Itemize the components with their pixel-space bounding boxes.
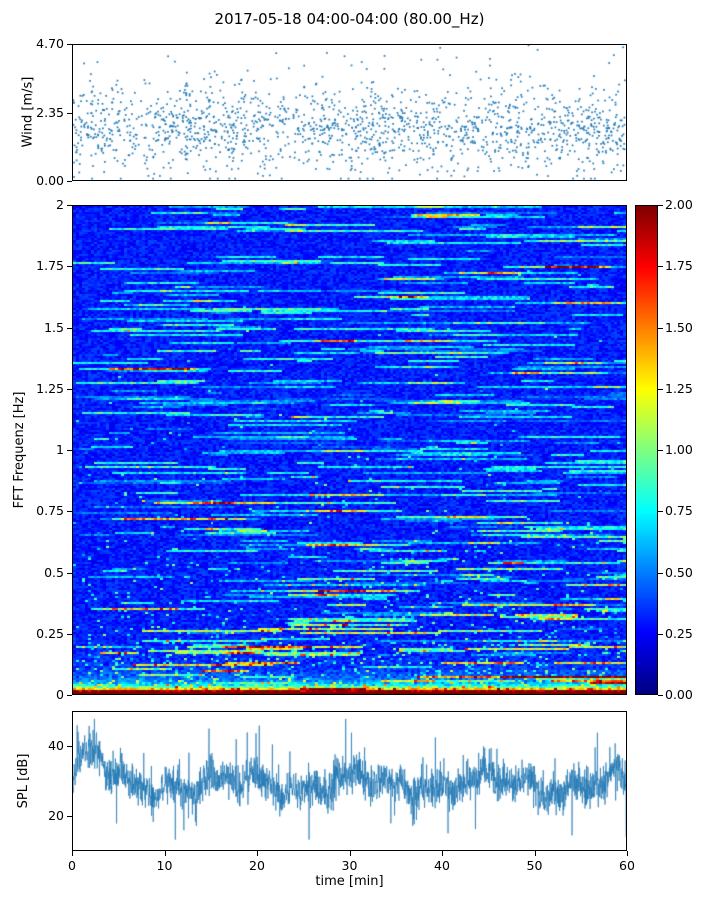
y-tick-label: 0.75 [36,503,64,519]
colorbar-tick-mark [658,573,663,574]
colorbar-tick-label: 0.75 [665,503,693,519]
spl-line-plot [72,711,627,851]
colorbar-canvas [636,206,657,694]
colorbar-tick-label: 2.00 [665,197,693,212]
colorbar-tick-mark [658,205,663,206]
y-tick-label: 1.5 [44,319,64,335]
y-tick-mark [67,634,72,635]
colorbar-tick-label: 0.25 [665,625,693,641]
colorbar-tick-mark [658,511,663,512]
y-tick-label: 1.25 [36,380,64,396]
colorbar-tick-label: 1.50 [665,319,693,335]
x-tick-mark [72,851,73,856]
colorbar-tick-mark [658,634,663,635]
y-tick-label: 0.5 [44,564,64,580]
y-tick-mark [67,573,72,574]
x-tick-mark [442,851,443,856]
x-tick-label: 30 [341,858,358,873]
y-tick-mark [67,44,72,45]
figure-title: 2017-05-18 04:00-04:00 (80.00_Hz) [214,10,485,28]
colorbar-tick-label: 0.50 [665,564,693,580]
x-tick-label: 40 [434,858,450,873]
wind-scatter-plot [72,44,627,181]
x-tick-label: 0 [68,858,76,873]
y-tick-label: 40 [48,738,64,753]
colorbar-tick-mark [658,328,663,329]
y-tick-mark [67,181,72,182]
x-tick-label: 50 [526,858,543,873]
y-tick-label: 0.00 [36,173,64,188]
fft-spectrogram-plot [72,205,627,695]
x-tick-mark [535,851,536,856]
x-axis-label: time [min] [315,874,384,889]
wind-scatter-canvas [73,45,626,180]
colorbar-tick-label: 0.00 [665,687,693,702]
colorbar-tick-label: 1.75 [665,258,693,274]
y-tick-label: 1 [56,442,64,457]
x-tick-label: 20 [249,858,265,873]
spl-y-axis-label: SPL [dB] [16,753,31,809]
y-tick-label: 20 [48,808,64,823]
y-tick-mark [67,450,72,451]
colorbar-tick-label: 1.25 [665,380,693,396]
colorbar-tick-label: 1.00 [665,442,693,457]
y-tick-label: 2.35 [36,104,64,120]
y-tick-label: 0.25 [36,625,64,641]
y-tick-mark [67,389,72,390]
y-tick-mark [67,511,72,512]
y-tick-label: 2 [56,197,64,212]
y-tick-mark [67,746,72,747]
colorbar-tick-mark [658,266,663,267]
spl-line-canvas [73,712,626,850]
colorbar-tick-mark [658,695,663,696]
y-tick-mark [67,266,72,267]
y-tick-mark [67,816,72,817]
x-tick-mark [165,851,166,856]
x-tick-mark [350,851,351,856]
colorbar [635,205,658,695]
y-tick-label: 0 [56,687,64,702]
y-tick-mark [67,328,72,329]
y-tick-label: 4.70 [36,36,64,51]
y-tick-label: 1.75 [36,258,64,274]
y-tick-mark [67,205,72,206]
colorbar-tick-mark [658,389,663,390]
x-tick-mark [257,851,258,856]
y-tick-mark [67,113,72,114]
x-tick-label: 60 [619,858,635,873]
spectrogram-canvas [73,206,626,694]
x-tick-mark [627,851,628,856]
colorbar-tick-mark [658,450,663,451]
x-tick-label: 10 [156,858,173,873]
y-tick-mark [67,695,72,696]
